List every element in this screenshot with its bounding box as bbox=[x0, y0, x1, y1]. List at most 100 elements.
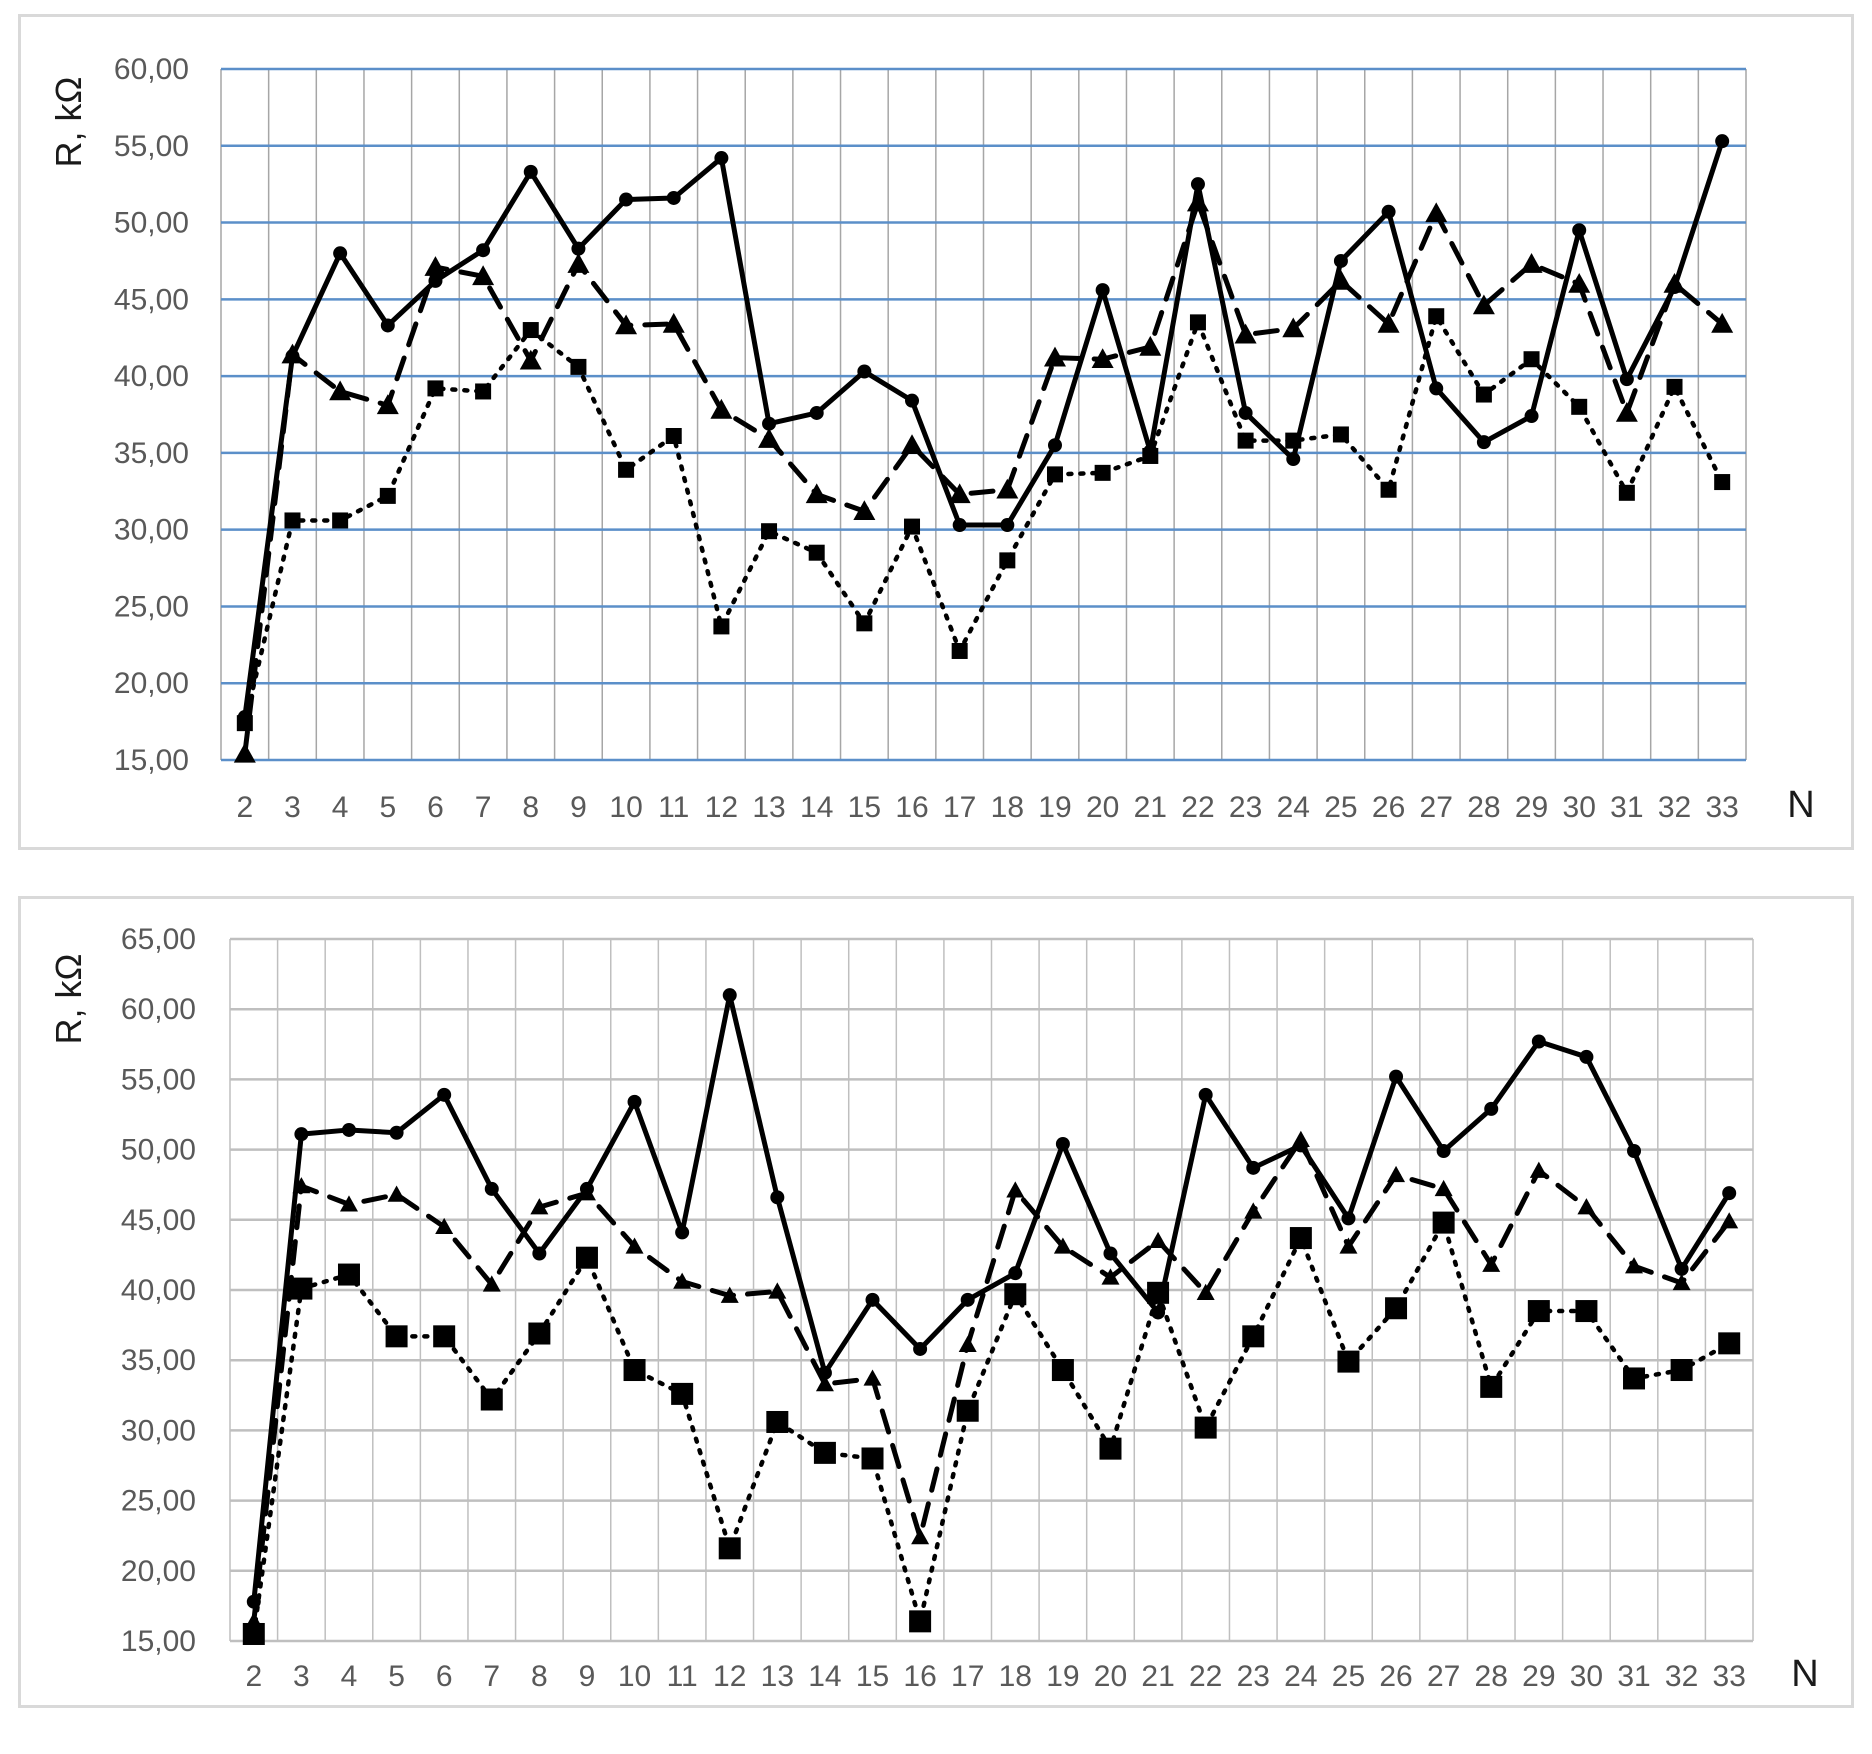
triangle-marker bbox=[424, 256, 447, 276]
square-marker bbox=[1385, 1297, 1408, 1320]
square-marker bbox=[433, 1325, 456, 1348]
triangle-marker bbox=[625, 1237, 644, 1254]
circle-marker bbox=[1055, 1136, 1070, 1151]
circle-marker bbox=[770, 1190, 785, 1205]
x-tick-label: 10 bbox=[609, 791, 642, 824]
circle-marker bbox=[437, 1087, 452, 1102]
x-tick-label: 26 bbox=[1372, 791, 1405, 824]
series-line bbox=[251, 1137, 1732, 1624]
square-marker bbox=[236, 715, 253, 732]
circle-marker bbox=[857, 364, 872, 379]
circle-marker bbox=[1103, 1246, 1118, 1261]
series-dotted-square bbox=[236, 308, 1731, 732]
square-marker bbox=[623, 1359, 646, 1382]
y-axis-label: R, kΩ bbox=[48, 954, 89, 1045]
square-marker bbox=[379, 487, 396, 504]
triangle-marker bbox=[1425, 202, 1448, 223]
x-tick-label: 23 bbox=[1237, 1660, 1270, 1693]
triangle-marker bbox=[996, 478, 1019, 499]
triangle-marker bbox=[292, 1177, 311, 1194]
square-marker bbox=[951, 642, 968, 659]
triangle-marker bbox=[1196, 1283, 1215, 1301]
y-tick-label: 15,00 bbox=[114, 744, 189, 777]
square-marker bbox=[671, 1382, 694, 1405]
square-marker bbox=[713, 618, 730, 635]
circle-marker bbox=[1047, 438, 1062, 453]
x-axis-label: N bbox=[1787, 784, 1814, 826]
x-tick-label: 19 bbox=[1038, 791, 1071, 824]
x-tick-label: 20 bbox=[1086, 791, 1119, 824]
square-marker bbox=[1475, 386, 1492, 403]
x-tick-label: 2 bbox=[236, 791, 253, 824]
x-tick-label: 22 bbox=[1181, 791, 1214, 824]
chart-panel-bottom: 15,00 20,00 25,00 30,00 35,00 40,00 45,00 50,00… bbox=[18, 896, 1854, 1708]
x-tick-label: 9 bbox=[579, 1660, 596, 1693]
square-marker bbox=[385, 1325, 408, 1348]
square-marker bbox=[337, 1263, 360, 1286]
square-marker bbox=[1046, 466, 1063, 483]
triangle-marker bbox=[1006, 1181, 1025, 1198]
x-tick-label: 23 bbox=[1229, 791, 1262, 824]
x-tick-label: 13 bbox=[761, 1660, 794, 1693]
square-marker bbox=[718, 1537, 741, 1560]
square-marker bbox=[1666, 378, 1683, 395]
triangle-marker bbox=[768, 1282, 787, 1299]
triangle-marker bbox=[1377, 312, 1400, 333]
square-marker bbox=[475, 383, 492, 400]
x-tick-label: 13 bbox=[752, 791, 785, 824]
x-tick-label: 24 bbox=[1277, 791, 1310, 824]
circle-marker bbox=[1572, 223, 1587, 238]
circle-marker bbox=[1000, 518, 1015, 533]
x-tick-label: 21 bbox=[1134, 791, 1167, 824]
triangle-marker bbox=[519, 349, 542, 370]
circle-marker bbox=[865, 1292, 880, 1307]
y-tick-label: 55,00 bbox=[121, 1063, 196, 1096]
triangle-marker bbox=[958, 1335, 977, 1352]
circle-marker bbox=[389, 1125, 404, 1140]
square-marker bbox=[242, 1622, 265, 1645]
triangle-marker bbox=[329, 380, 352, 401]
x-tick-label: 25 bbox=[1332, 1660, 1365, 1693]
square-marker bbox=[904, 518, 921, 535]
triangle-marker bbox=[1520, 253, 1543, 273]
square-marker bbox=[1147, 1281, 1170, 1304]
x-tick-label: 5 bbox=[388, 1660, 405, 1693]
square-marker bbox=[1623, 1367, 1646, 1390]
square-marker bbox=[1099, 1437, 1122, 1460]
square-marker bbox=[1189, 314, 1206, 331]
square-marker bbox=[528, 1322, 551, 1345]
x-tick-label: 32 bbox=[1658, 791, 1691, 824]
y-tick-label: 20,00 bbox=[114, 667, 189, 700]
x-axis-label: N bbox=[1791, 1653, 1818, 1695]
x-tick-label: 15 bbox=[848, 791, 881, 824]
triangle-marker bbox=[948, 483, 971, 504]
circle-marker bbox=[1429, 381, 1444, 396]
series-line bbox=[251, 992, 1732, 1605]
triangle-marker bbox=[758, 428, 781, 448]
x-tick-label: 21 bbox=[1141, 1660, 1174, 1693]
circle-marker bbox=[1484, 1101, 1499, 1116]
x-tick-label: 9 bbox=[570, 791, 587, 824]
x-tick-label: 7 bbox=[483, 1660, 500, 1693]
triangle-marker bbox=[1291, 1130, 1310, 1147]
x-tick-label: 27 bbox=[1420, 791, 1453, 824]
y-axis-label: R, kΩ bbox=[48, 77, 89, 168]
circle-marker bbox=[1198, 1087, 1213, 1102]
circle-marker bbox=[762, 416, 777, 431]
horizontal-gridlines bbox=[230, 937, 1753, 1643]
square-marker bbox=[290, 1277, 313, 1300]
x-tick-label: 31 bbox=[1610, 791, 1643, 824]
circle-marker bbox=[1389, 1069, 1404, 1084]
square-marker bbox=[1527, 1300, 1550, 1323]
x-tick-label: 17 bbox=[951, 1660, 984, 1693]
triangle-marker bbox=[805, 483, 828, 504]
triangle-marker bbox=[577, 1184, 596, 1201]
y-tick-label: 60,00 bbox=[121, 993, 196, 1026]
x-tick-label: 16 bbox=[895, 791, 928, 824]
circle-marker bbox=[294, 1127, 309, 1142]
triangle-marker bbox=[1434, 1179, 1453, 1197]
triangle-marker bbox=[387, 1185, 406, 1202]
triangle-marker bbox=[530, 1198, 549, 1215]
x-tick-label: 18 bbox=[991, 791, 1024, 824]
y-tick-label: 35,00 bbox=[121, 1344, 196, 1377]
